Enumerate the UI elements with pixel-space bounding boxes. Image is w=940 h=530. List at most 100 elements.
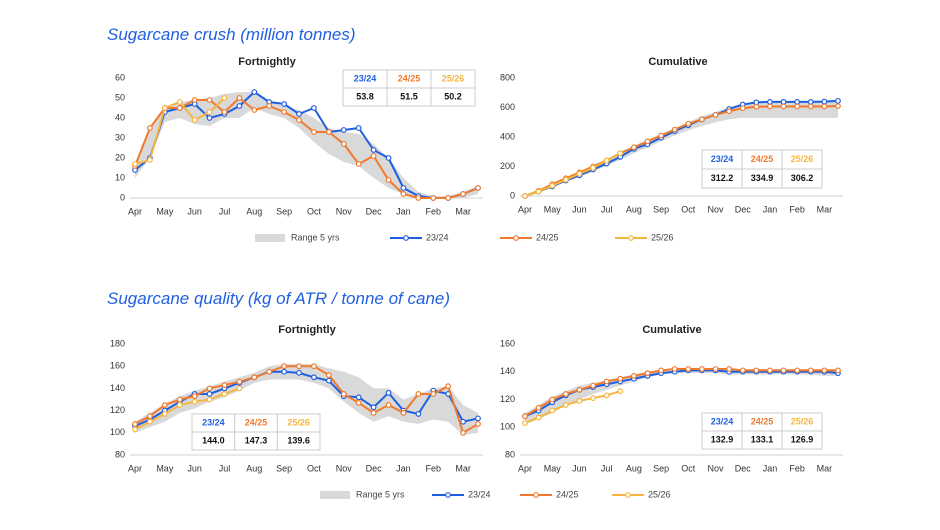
point (445, 195, 452, 201)
point (430, 391, 437, 397)
point (712, 111, 719, 118)
legend-label: 23/24 (468, 489, 491, 499)
point (161, 402, 168, 408)
point (206, 97, 213, 103)
point (355, 125, 362, 131)
y-tick-label: 140 (110, 383, 125, 393)
point (835, 367, 841, 374)
legend-marker (403, 235, 409, 241)
x-tick-label: Dec (366, 463, 383, 473)
x-tick-label: Jun (187, 463, 202, 473)
point (835, 103, 841, 109)
y-tick-label: 160 (500, 338, 515, 348)
legend-label: 23/24 (426, 232, 449, 242)
point (445, 383, 452, 390)
point (370, 404, 377, 411)
point (685, 366, 692, 372)
point (206, 396, 213, 403)
y-tick-label: 120 (500, 394, 515, 404)
x-tick-label: Mar (455, 463, 471, 473)
y-tick-label: 600 (500, 102, 515, 112)
point (325, 372, 332, 378)
x-tick-label: Jul (601, 204, 613, 214)
point (370, 153, 377, 159)
point (147, 125, 153, 131)
point (370, 409, 377, 416)
x-tick-label: Oct (307, 206, 322, 216)
x-tick-label: Jan (763, 463, 778, 473)
point (340, 127, 347, 133)
legend-swatch (320, 491, 350, 499)
table-header: 24/25 (751, 416, 774, 426)
x-tick-label: Feb (426, 463, 442, 473)
point (415, 195, 422, 201)
point (236, 385, 243, 392)
chart-title: Fortnightly (278, 324, 336, 336)
point (147, 157, 153, 163)
point (522, 420, 528, 426)
x-tick-label: Feb (426, 206, 442, 216)
point (147, 413, 153, 420)
point (296, 363, 302, 370)
x-tick-label: Apr (518, 463, 532, 473)
point (475, 185, 481, 191)
y-tick-label: 10 (115, 172, 125, 182)
point (794, 98, 801, 105)
point (311, 374, 317, 381)
point (821, 367, 828, 374)
x-tick-label: Feb (789, 204, 805, 214)
x-tick-label: Aug (626, 463, 642, 473)
point (296, 369, 302, 376)
x-tick-label: Nov (708, 204, 725, 214)
point (296, 111, 302, 117)
legend-marker (533, 492, 539, 498)
point (475, 415, 481, 422)
y-tick-label: 0 (510, 190, 515, 200)
point (460, 429, 466, 436)
x-tick-label: Sep (276, 206, 292, 216)
x-tick-label: Apr (518, 204, 532, 214)
legend-label: 24/25 (536, 232, 559, 242)
x-tick-label: Oct (307, 463, 322, 473)
point (617, 388, 624, 395)
point (191, 117, 198, 123)
point (221, 95, 228, 101)
point (385, 177, 392, 183)
x-tick-label: Jun (572, 463, 587, 473)
point (780, 98, 787, 105)
table-value: 53.8 (356, 91, 374, 101)
point (590, 395, 596, 402)
x-tick-label: Dec (735, 204, 752, 214)
y-tick-label: 80 (505, 449, 515, 459)
point (132, 426, 138, 433)
chart-title: Cumulative (642, 324, 701, 336)
point (753, 367, 760, 374)
table-header: 23/24 (711, 416, 734, 426)
point (132, 161, 138, 167)
range-band (135, 92, 478, 198)
table-header: 23/24 (354, 73, 377, 83)
point (176, 402, 183, 408)
y-tick-label: 400 (500, 131, 515, 141)
point (251, 107, 258, 113)
legend-marker (628, 235, 634, 241)
point (617, 375, 624, 382)
legend-swatch (255, 234, 285, 242)
point (753, 103, 760, 110)
x-tick-label: Jan (763, 204, 778, 214)
point (325, 129, 332, 135)
point (522, 193, 528, 199)
point (535, 404, 542, 411)
y-tick-label: 80 (115, 449, 125, 459)
table-header: 24/25 (751, 154, 774, 164)
point (251, 374, 258, 381)
x-tick-label: Aug (246, 463, 262, 473)
chart-title: Fortnightly (238, 56, 296, 68)
table-header: 25/26 (791, 416, 814, 426)
point (176, 396, 183, 403)
point (522, 413, 528, 420)
point (475, 421, 481, 427)
point (221, 382, 228, 388)
point (385, 155, 392, 161)
